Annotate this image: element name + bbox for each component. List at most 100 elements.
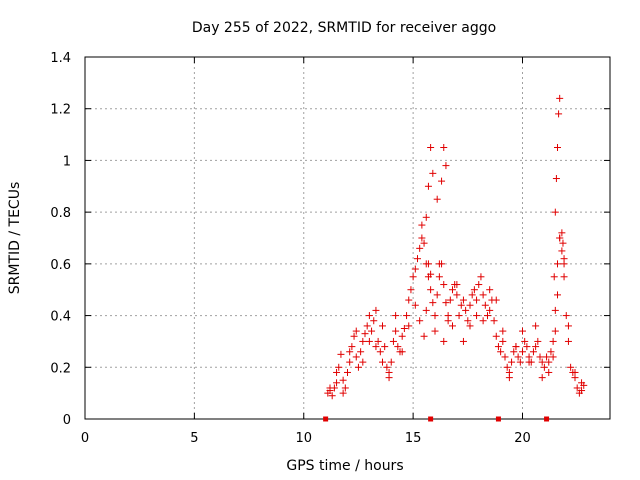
data-point	[532, 322, 540, 330]
data-point	[559, 239, 567, 247]
data-point	[428, 416, 434, 422]
data-point	[389, 337, 397, 345]
data-point	[453, 281, 461, 289]
data-point	[512, 343, 520, 351]
data-point	[551, 327, 559, 335]
data-point	[547, 348, 555, 356]
data-point	[556, 94, 564, 102]
data-point	[363, 322, 371, 330]
data-point	[521, 337, 529, 345]
data-point	[519, 348, 526, 356]
data-point	[348, 343, 356, 351]
data-point	[571, 368, 579, 376]
y-tick-label: 0	[63, 413, 71, 428]
data-point	[468, 291, 476, 299]
data-point	[538, 374, 546, 382]
data-point	[357, 348, 365, 356]
data-point	[510, 348, 518, 356]
data-point	[551, 306, 559, 314]
data-point	[516, 358, 524, 366]
data-point	[449, 286, 456, 294]
data-point	[560, 273, 568, 281]
data-point	[420, 239, 428, 247]
data-point	[578, 379, 586, 387]
data-point	[543, 353, 551, 361]
data-point	[573, 384, 581, 392]
data-point	[560, 255, 568, 263]
data-point	[433, 291, 441, 299]
data-point	[440, 281, 448, 289]
data-point	[414, 255, 421, 263]
data-point	[392, 327, 400, 335]
data-point	[578, 387, 586, 395]
data-point	[344, 368, 351, 376]
data-point	[361, 330, 369, 338]
y-axis-label: SRMTID / TECUs	[7, 182, 23, 295]
data-point	[490, 317, 498, 325]
data-point	[411, 301, 419, 309]
data-point	[416, 317, 424, 325]
data-point	[505, 374, 513, 382]
data-point	[385, 368, 393, 376]
data-point	[479, 317, 487, 325]
data-point	[429, 169, 437, 177]
data-point	[479, 291, 487, 299]
data-point	[424, 260, 432, 268]
data-point	[473, 296, 481, 304]
data-point	[411, 265, 419, 273]
data-point	[420, 332, 428, 340]
data-point	[409, 273, 417, 281]
data-point	[326, 384, 334, 392]
data-point	[449, 322, 456, 330]
data-point	[459, 337, 467, 345]
data-point	[422, 306, 430, 314]
data-point	[405, 322, 413, 330]
data-point	[350, 332, 358, 340]
data-point	[440, 144, 448, 151]
data-point	[475, 281, 483, 289]
data-point	[564, 337, 572, 345]
data-point	[525, 358, 533, 366]
data-point	[552, 175, 560, 183]
data-point	[376, 348, 384, 356]
data-point	[567, 363, 575, 371]
data-point	[549, 337, 557, 345]
x-tick-label: 15	[405, 431, 422, 446]
data-point	[418, 221, 426, 229]
y-tick-label: 0.2	[50, 361, 71, 376]
data-point	[379, 322, 386, 330]
data-point	[431, 327, 439, 335]
data-point	[381, 343, 389, 351]
data-point	[339, 376, 347, 384]
data-point	[477, 273, 485, 281]
data-point	[352, 353, 360, 361]
data-point	[551, 208, 559, 216]
data-point	[433, 195, 441, 203]
data-point	[508, 358, 516, 366]
axis-ticks: 0 5 10 15 20 0 0.2 0.4 0.6 0.8 1 1.2 1.4	[50, 51, 610, 446]
data-point	[379, 358, 386, 366]
data-point	[370, 317, 378, 325]
data-point	[418, 234, 426, 242]
data-point	[544, 416, 550, 422]
data-point	[354, 363, 362, 371]
data-point	[503, 363, 511, 371]
data-point	[372, 306, 380, 314]
data-point	[346, 348, 354, 356]
y-tick-label: 0.6	[50, 258, 71, 273]
data-point	[464, 317, 472, 325]
data-point	[422, 213, 430, 221]
data-point	[435, 260, 443, 268]
data-point	[466, 301, 474, 309]
data-point	[337, 350, 345, 358]
data-point	[368, 327, 376, 335]
data-point	[323, 416, 329, 422]
y-tick-label: 1.4	[50, 51, 71, 66]
data-point	[545, 368, 553, 376]
plot-frame	[84, 56, 611, 420]
data-point	[549, 353, 557, 361]
x-tick-label: 0	[81, 431, 89, 446]
x-axis-label: GPS time / hours	[286, 458, 403, 474]
data-point	[403, 312, 411, 320]
